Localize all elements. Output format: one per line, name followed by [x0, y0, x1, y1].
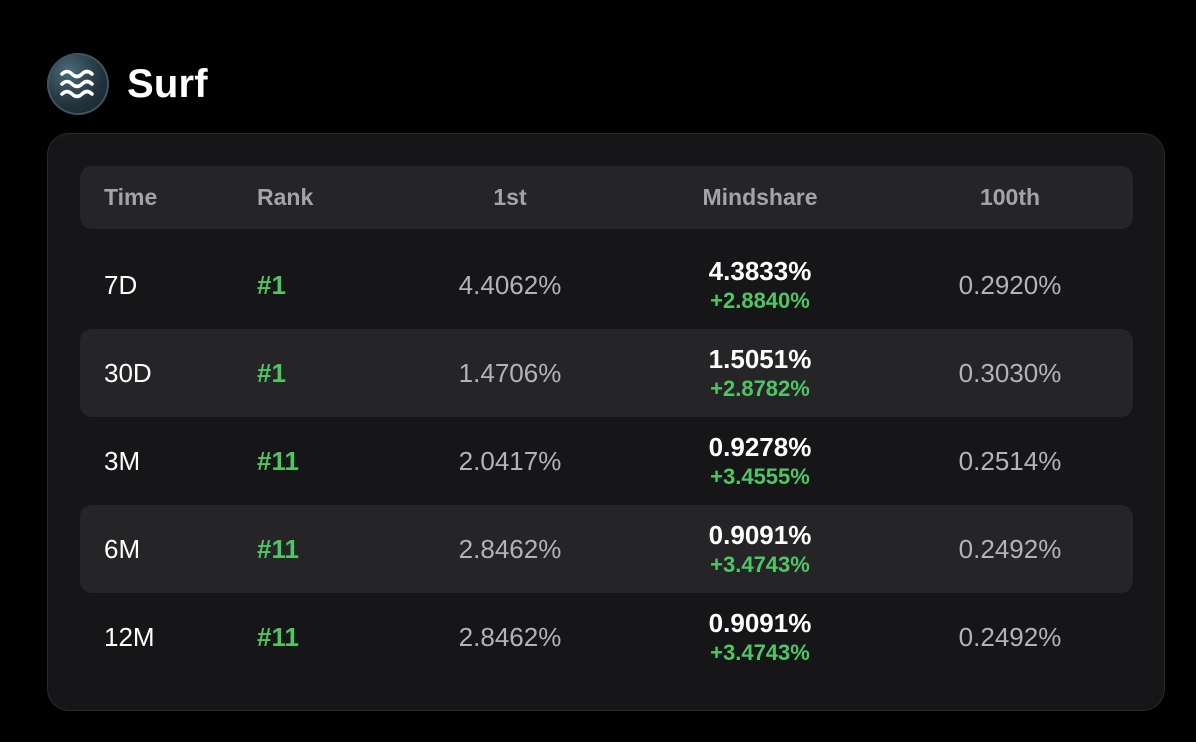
mindshare-cell: 1.5051% +2.8782% — [660, 329, 860, 417]
mindshare-value: 0.9091% — [708, 520, 812, 550]
hundredth-cell: 0.3030% — [958, 357, 1062, 388]
waves-icon — [47, 53, 109, 115]
rank-cell: #11 — [257, 533, 299, 564]
time-cell: 7D — [104, 269, 138, 300]
hundredth-cell: 0.2492% — [958, 533, 1062, 564]
first-cell: 2.0417% — [458, 445, 562, 476]
mindshare-value: 0.9278% — [708, 432, 812, 462]
mindshare-change: +2.8782% — [710, 376, 810, 401]
mindshare-cell: 0.9091% +3.4743% — [660, 593, 860, 681]
app-header: Surf — [47, 53, 208, 115]
column-header-time[interactable]: Time — [104, 184, 158, 210]
hundredth-cell: 0.2492% — [958, 621, 1062, 652]
rank-cell: #1 — [257, 357, 286, 388]
mindshare-change: +3.4555% — [710, 464, 810, 489]
first-cell: 1.4706% — [458, 357, 562, 388]
mindshare-cell: 0.9091% +3.4743% — [660, 505, 860, 593]
column-header-mindshare[interactable]: Mindshare — [702, 184, 818, 210]
table-row[interactable]: 6M #11 2.8462% 0.9091% +3.4743% 0.2492% — [80, 505, 1133, 593]
rank-cell: #1 — [257, 269, 286, 300]
rank-cell: #11 — [257, 621, 299, 652]
mindshare-change: +2.8840% — [710, 288, 810, 313]
table-row[interactable]: 12M #11 2.8462% 0.9091% +3.4743% 0.2492% — [80, 593, 1133, 681]
mindshare-cell: 0.9278% +3.4555% — [660, 417, 860, 505]
app-title: Surf — [127, 61, 208, 106]
column-header-1st[interactable]: 1st — [493, 184, 527, 210]
mindshare-card: Time Rank 1st Mindshare 100th 7D #1 4.40… — [47, 133, 1165, 711]
table-header: Time Rank 1st Mindshare 100th — [80, 166, 1133, 229]
first-cell: 2.8462% — [458, 621, 562, 652]
mindshare-value: 4.3833% — [708, 256, 812, 286]
first-cell: 4.4062% — [458, 269, 562, 300]
mindshare-value: 0.9091% — [708, 608, 812, 638]
time-cell: 30D — [104, 357, 152, 388]
time-cell: 6M — [104, 533, 141, 564]
mindshare-change: +3.4743% — [710, 552, 810, 577]
first-cell: 2.8462% — [458, 533, 562, 564]
time-cell: 12M — [104, 621, 155, 652]
table-row[interactable]: 3M #11 2.0417% 0.9278% +3.4555% 0.2514% — [80, 417, 1133, 505]
mindshare-cell: 4.3833% +2.8840% — [660, 241, 860, 329]
column-header-100th[interactable]: 100th — [979, 184, 1041, 210]
table-row[interactable]: 7D #1 4.4062% 4.3833% +2.8840% 0.2920% — [80, 241, 1133, 329]
column-header-rank[interactable]: Rank — [257, 184, 314, 210]
mindshare-change: +3.4743% — [710, 640, 810, 665]
mindshare-value: 1.5051% — [708, 344, 812, 374]
hundredth-cell: 0.2514% — [958, 445, 1062, 476]
table-row[interactable]: 30D #1 1.4706% 1.5051% +2.8782% 0.3030% — [80, 329, 1133, 417]
rank-cell: #11 — [257, 445, 299, 476]
time-cell: 3M — [104, 445, 141, 476]
hundredth-cell: 0.2920% — [958, 269, 1062, 300]
